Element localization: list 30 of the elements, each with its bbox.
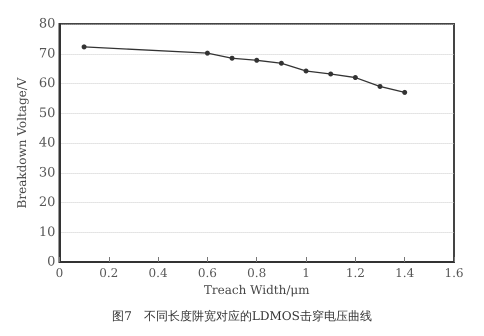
point bbox=[204, 50, 210, 56]
y-tick-label: 40 bbox=[38, 136, 56, 150]
x-tick-label: 0.2 bbox=[99, 266, 118, 280]
y-tick-label: 20 bbox=[38, 195, 56, 210]
x-tick-label: 1.2 bbox=[346, 266, 365, 280]
point bbox=[82, 44, 87, 50]
x-tick-label: 0.8 bbox=[247, 266, 266, 280]
point bbox=[254, 58, 260, 63]
x-tick-label: 1 bbox=[302, 266, 310, 280]
x-axis-title: Treach Width/μm bbox=[204, 282, 310, 297]
point bbox=[278, 60, 284, 66]
x-tick-label: 1.4 bbox=[395, 266, 415, 280]
point bbox=[230, 56, 235, 61]
y-tick-label: 50 bbox=[38, 106, 56, 121]
point bbox=[328, 71, 334, 76]
y-tick-label: 60 bbox=[38, 76, 56, 91]
y-tick-label: 30 bbox=[38, 165, 56, 180]
point bbox=[352, 75, 358, 80]
x-tick-label: 0.6 bbox=[198, 266, 217, 280]
y-tick-label: 10 bbox=[38, 224, 56, 240]
y-tick-label: 80 bbox=[38, 16, 56, 32]
caption: 图7 不同长度阱宽对应的LDMOS击穿电压曲线 bbox=[112, 309, 372, 323]
point bbox=[304, 68, 309, 74]
y-tick-label: 0 bbox=[47, 254, 56, 270]
point bbox=[378, 84, 383, 89]
x-tick-label: 1.6 bbox=[444, 266, 464, 280]
point bbox=[402, 90, 408, 95]
x-tick-label: 0.4 bbox=[148, 266, 168, 280]
y-axis-title: Breakdown Voltage/V bbox=[15, 77, 29, 208]
y-tick-label: 70 bbox=[38, 46, 56, 62]
